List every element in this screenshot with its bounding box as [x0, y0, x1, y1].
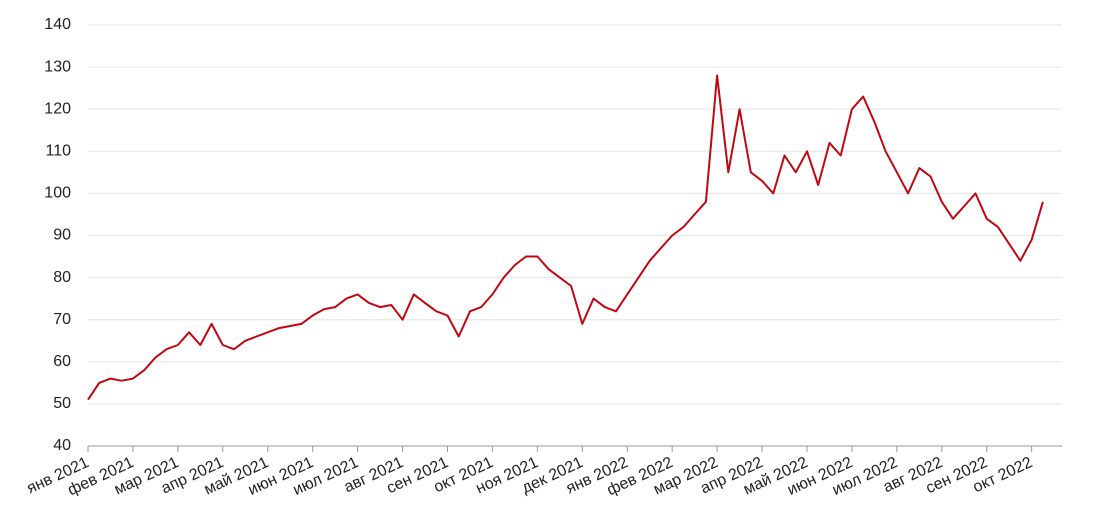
- y-tick-label: 140: [44, 16, 71, 33]
- y-tick-label: 80: [53, 269, 71, 286]
- y-tick-label: 70: [53, 311, 71, 328]
- y-tick-label: 90: [53, 227, 71, 244]
- y-tick-label: 50: [53, 395, 71, 412]
- price-line: [87, 74, 1044, 401]
- y-tick-label: 120: [44, 100, 71, 117]
- y-tick-label: 100: [44, 185, 71, 202]
- y-tick-label: 60: [53, 353, 71, 370]
- y-tick-label: 130: [44, 58, 71, 75]
- y-tick-label: 110: [45, 143, 71, 160]
- y-tick-label: 40: [53, 437, 71, 454]
